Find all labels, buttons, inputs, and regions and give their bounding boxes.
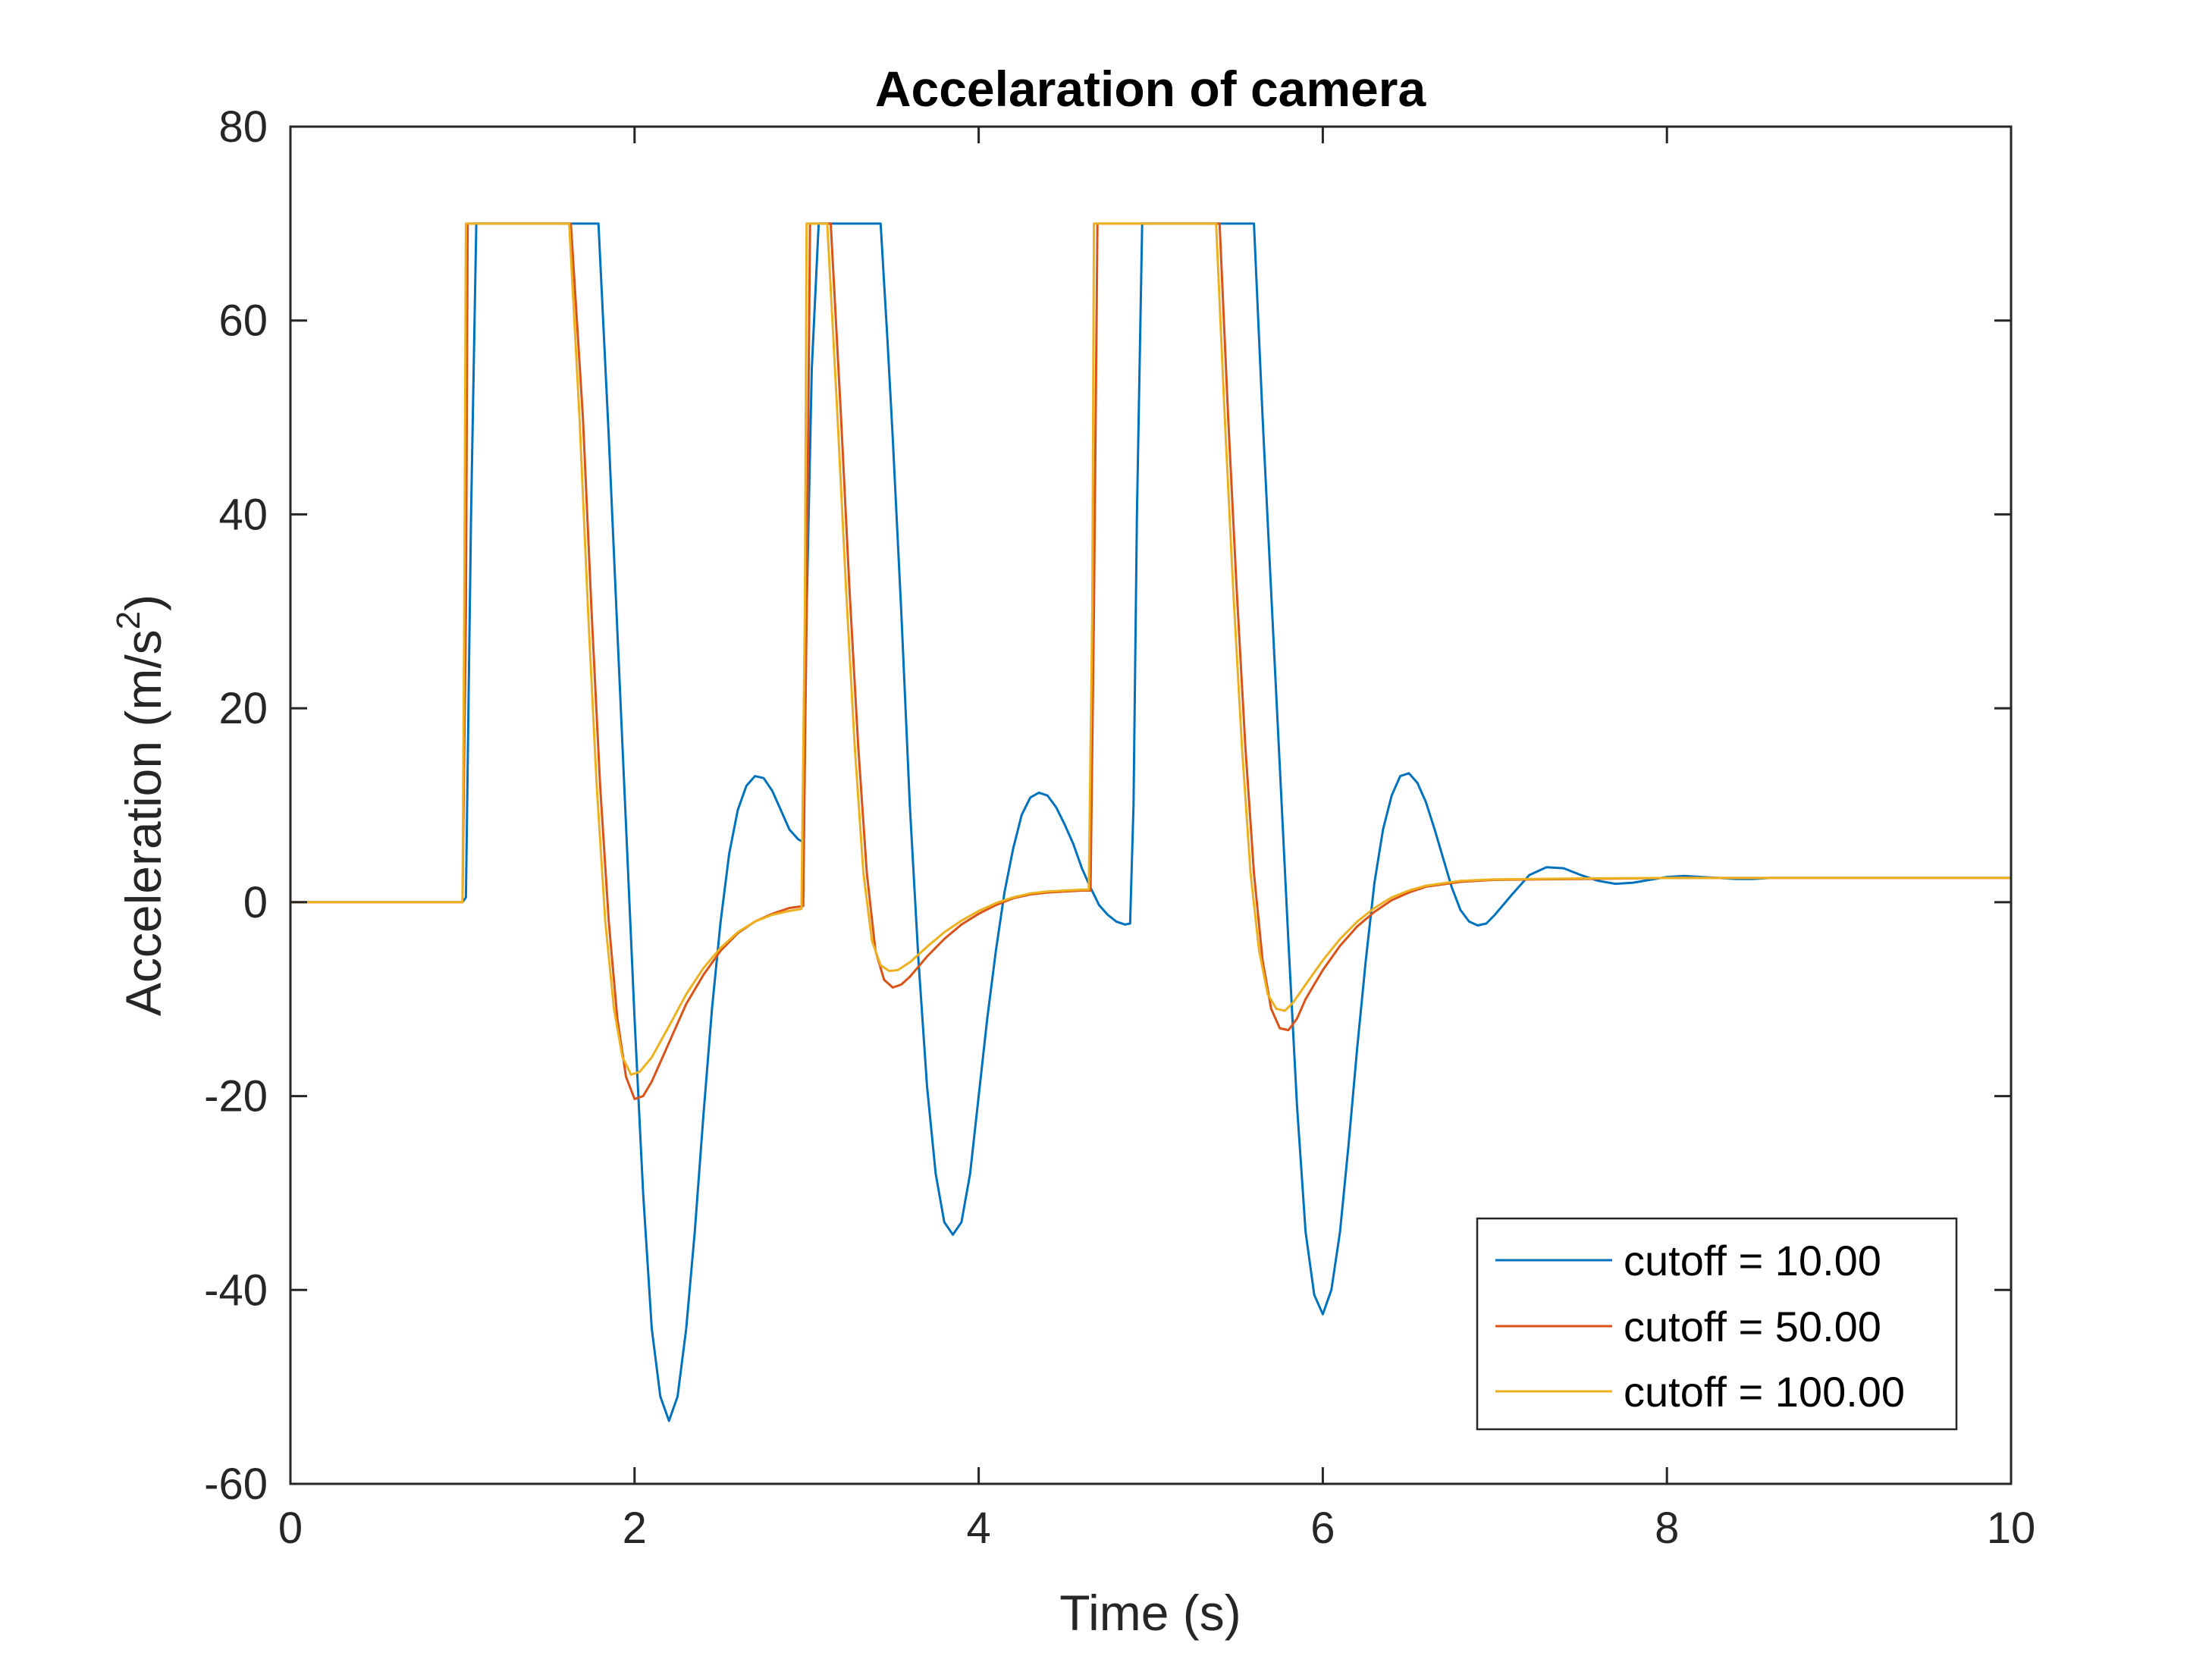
y-tick-label: 60 <box>218 296 268 346</box>
y-tick-label: 40 <box>218 490 268 539</box>
x-tick-label: 0 <box>278 1504 303 1553</box>
series-layer <box>290 222 2011 1422</box>
y-tick-label: 20 <box>218 684 268 733</box>
legend-label-3: cutoff = 100.00 <box>1624 1368 1905 1416</box>
series-line-2 <box>290 222 2011 1100</box>
y-tick-label: -20 <box>204 1072 268 1121</box>
x-tick-label: 8 <box>1655 1504 1679 1553</box>
legend: cutoff = 10.00 cutoff = 50.00 cutoff = 1… <box>1476 1217 1958 1431</box>
y-tick-label: 0 <box>243 878 268 927</box>
legend-label-2: cutoff = 50.00 <box>1624 1303 1881 1350</box>
x-tick-label: 6 <box>1310 1504 1335 1553</box>
series-line-1 <box>290 222 2011 1422</box>
legend-box <box>1476 1217 1958 1431</box>
chart-title: Accelaration of camera <box>875 61 1427 117</box>
y-axis-label-superscript: 2 <box>110 611 147 629</box>
x-tick-label: 2 <box>623 1504 647 1553</box>
x-tick-label: 4 <box>966 1504 990 1553</box>
y-tick-label: -40 <box>204 1265 268 1315</box>
y-tick-label: 80 <box>218 102 268 152</box>
legend-label-1: cutoff = 10.00 <box>1624 1237 1881 1284</box>
x-axis-label: Time (s) <box>1059 1585 1241 1641</box>
axes-box <box>289 125 2013 1485</box>
x-tick-label: 10 <box>1987 1504 2036 1553</box>
y-tick-label: -60 <box>204 1460 268 1509</box>
y-axis-label: Acceleration (m/s2) <box>110 594 171 1016</box>
y-axis-label-close: ) <box>115 594 171 611</box>
series-line-3 <box>290 222 2011 1076</box>
tick-layer: 0 2 4 6 8 10 -60 -40 -20 0 20 40 60 80 <box>204 102 2035 1553</box>
y-axis-label-main: Acceleration (m/s <box>115 629 171 1016</box>
